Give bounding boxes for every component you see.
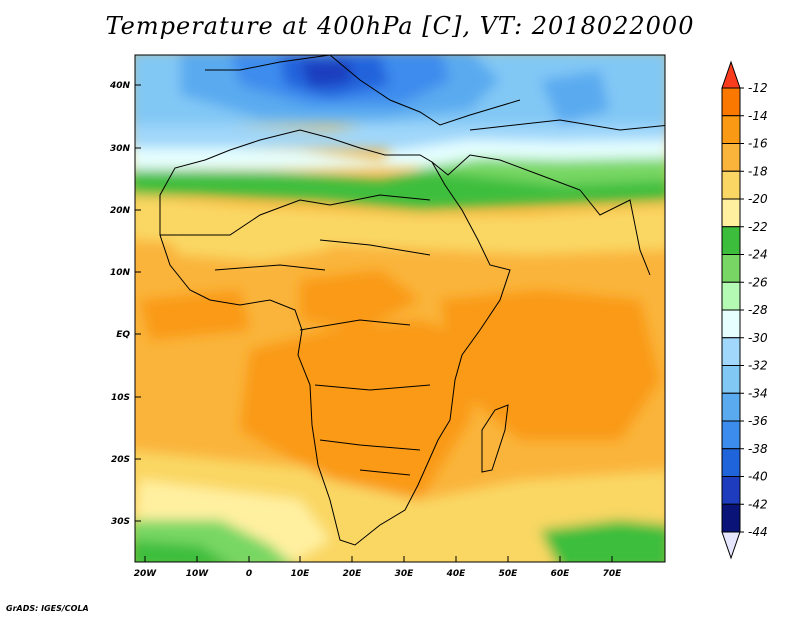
colorbar-swatch: [721, 503, 741, 533]
colorbar-label: -14: [748, 109, 768, 123]
colorbar-swatch: [721, 170, 741, 200]
colorbar-swatch: [721, 115, 741, 144]
lat-label-eq: EQ: [116, 330, 130, 340]
lon-label-30e: 30E: [395, 569, 415, 579]
coastlines: [159, 55, 665, 546]
colorbar-swatch: [721, 365, 741, 394]
colorbar-label: -32: [748, 359, 768, 373]
colorbar-label: -44: [748, 525, 768, 539]
lat-label-30s: 30S: [111, 517, 130, 527]
colorbar-label: -18: [748, 164, 768, 178]
colorbar-label: -12: [748, 81, 768, 95]
colorbar: -12 -14 -16 -18 -20 -22 -24 -26 -28 -30 -32 -34 -36 -…: [721, 60, 768, 560]
colorbar-label: -30: [748, 331, 768, 345]
colorbar-label: -16: [748, 137, 768, 151]
colorbar-label: -20: [748, 192, 768, 206]
colorbar-swatch: [721, 309, 741, 339]
lon-label-70e: 70E: [603, 569, 623, 579]
lon-label-20w: 20W: [134, 569, 158, 579]
lon-label-20e: 20E: [343, 569, 363, 579]
colorbar-swatch: [721, 198, 741, 228]
colorbar-swatch: [721, 254, 741, 283]
colorbar-label: -42: [748, 497, 768, 511]
lat-label-10n: 10N: [110, 268, 131, 278]
lat-label-40n: 40N: [109, 81, 131, 91]
colorbar-swatch: [721, 337, 741, 366]
lon-label-10e: 10E: [291, 569, 311, 579]
lon-label-0: 0: [246, 569, 252, 579]
temperature-field: [135, 55, 665, 562]
colorbar-label: -38: [748, 442, 768, 456]
colorbar-label: -34: [748, 386, 768, 400]
lon-label-60e: 60E: [551, 569, 571, 579]
colorbar-swatch: [721, 143, 741, 172]
colorbar-swatch: [721, 392, 741, 422]
axis-ticks: [135, 84, 613, 562]
colorbar-swatch: [721, 420, 741, 450]
lat-label-20n: 20N: [110, 206, 131, 216]
colorbar-swatch: [721, 226, 741, 255]
colorbar-swatch: [721, 448, 741, 477]
colorbar-top-arrow: [721, 60, 741, 89]
plot-frame: [134, 54, 666, 563]
colorbar-label: -28: [748, 303, 768, 317]
lat-label-10s: 10S: [111, 393, 130, 403]
colorbar-label: -24: [748, 248, 768, 262]
lat-label-20s: 20S: [111, 455, 130, 465]
footer-credit: GrADS: IGES/COLA: [6, 604, 89, 613]
lon-label-10w: 10W: [186, 569, 210, 579]
colorbar-label: -22: [748, 220, 768, 234]
lon-label-50e: 50E: [499, 569, 519, 579]
colorbar-swatch: [721, 476, 741, 505]
colorbar-swatch: [721, 87, 741, 117]
colorbar-swatch: [721, 281, 741, 311]
map-title: Temperature at 400hPa [C], VT: 201802200…: [105, 12, 695, 40]
lon-label-40e: 40E: [446, 569, 467, 579]
colorbar-label: -40: [748, 470, 768, 484]
lat-label-30n: 30N: [110, 144, 131, 154]
colorbar-label: -26: [748, 275, 768, 289]
colorbar-bottom-arrow: [721, 531, 741, 560]
colorbar-label: -36: [748, 414, 768, 428]
